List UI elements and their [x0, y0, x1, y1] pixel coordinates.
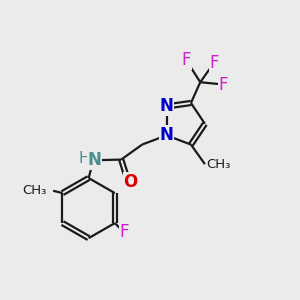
- Text: H: H: [78, 151, 90, 166]
- Text: N: N: [160, 98, 173, 116]
- Text: F: F: [209, 54, 219, 72]
- Text: N: N: [88, 151, 101, 169]
- Text: F: F: [182, 51, 191, 69]
- Text: N: N: [160, 126, 173, 144]
- Text: CH₃: CH₃: [22, 184, 46, 197]
- Text: F: F: [119, 223, 129, 241]
- Text: F: F: [219, 76, 228, 94]
- Text: O: O: [123, 172, 138, 190]
- Text: CH₃: CH₃: [206, 158, 230, 171]
